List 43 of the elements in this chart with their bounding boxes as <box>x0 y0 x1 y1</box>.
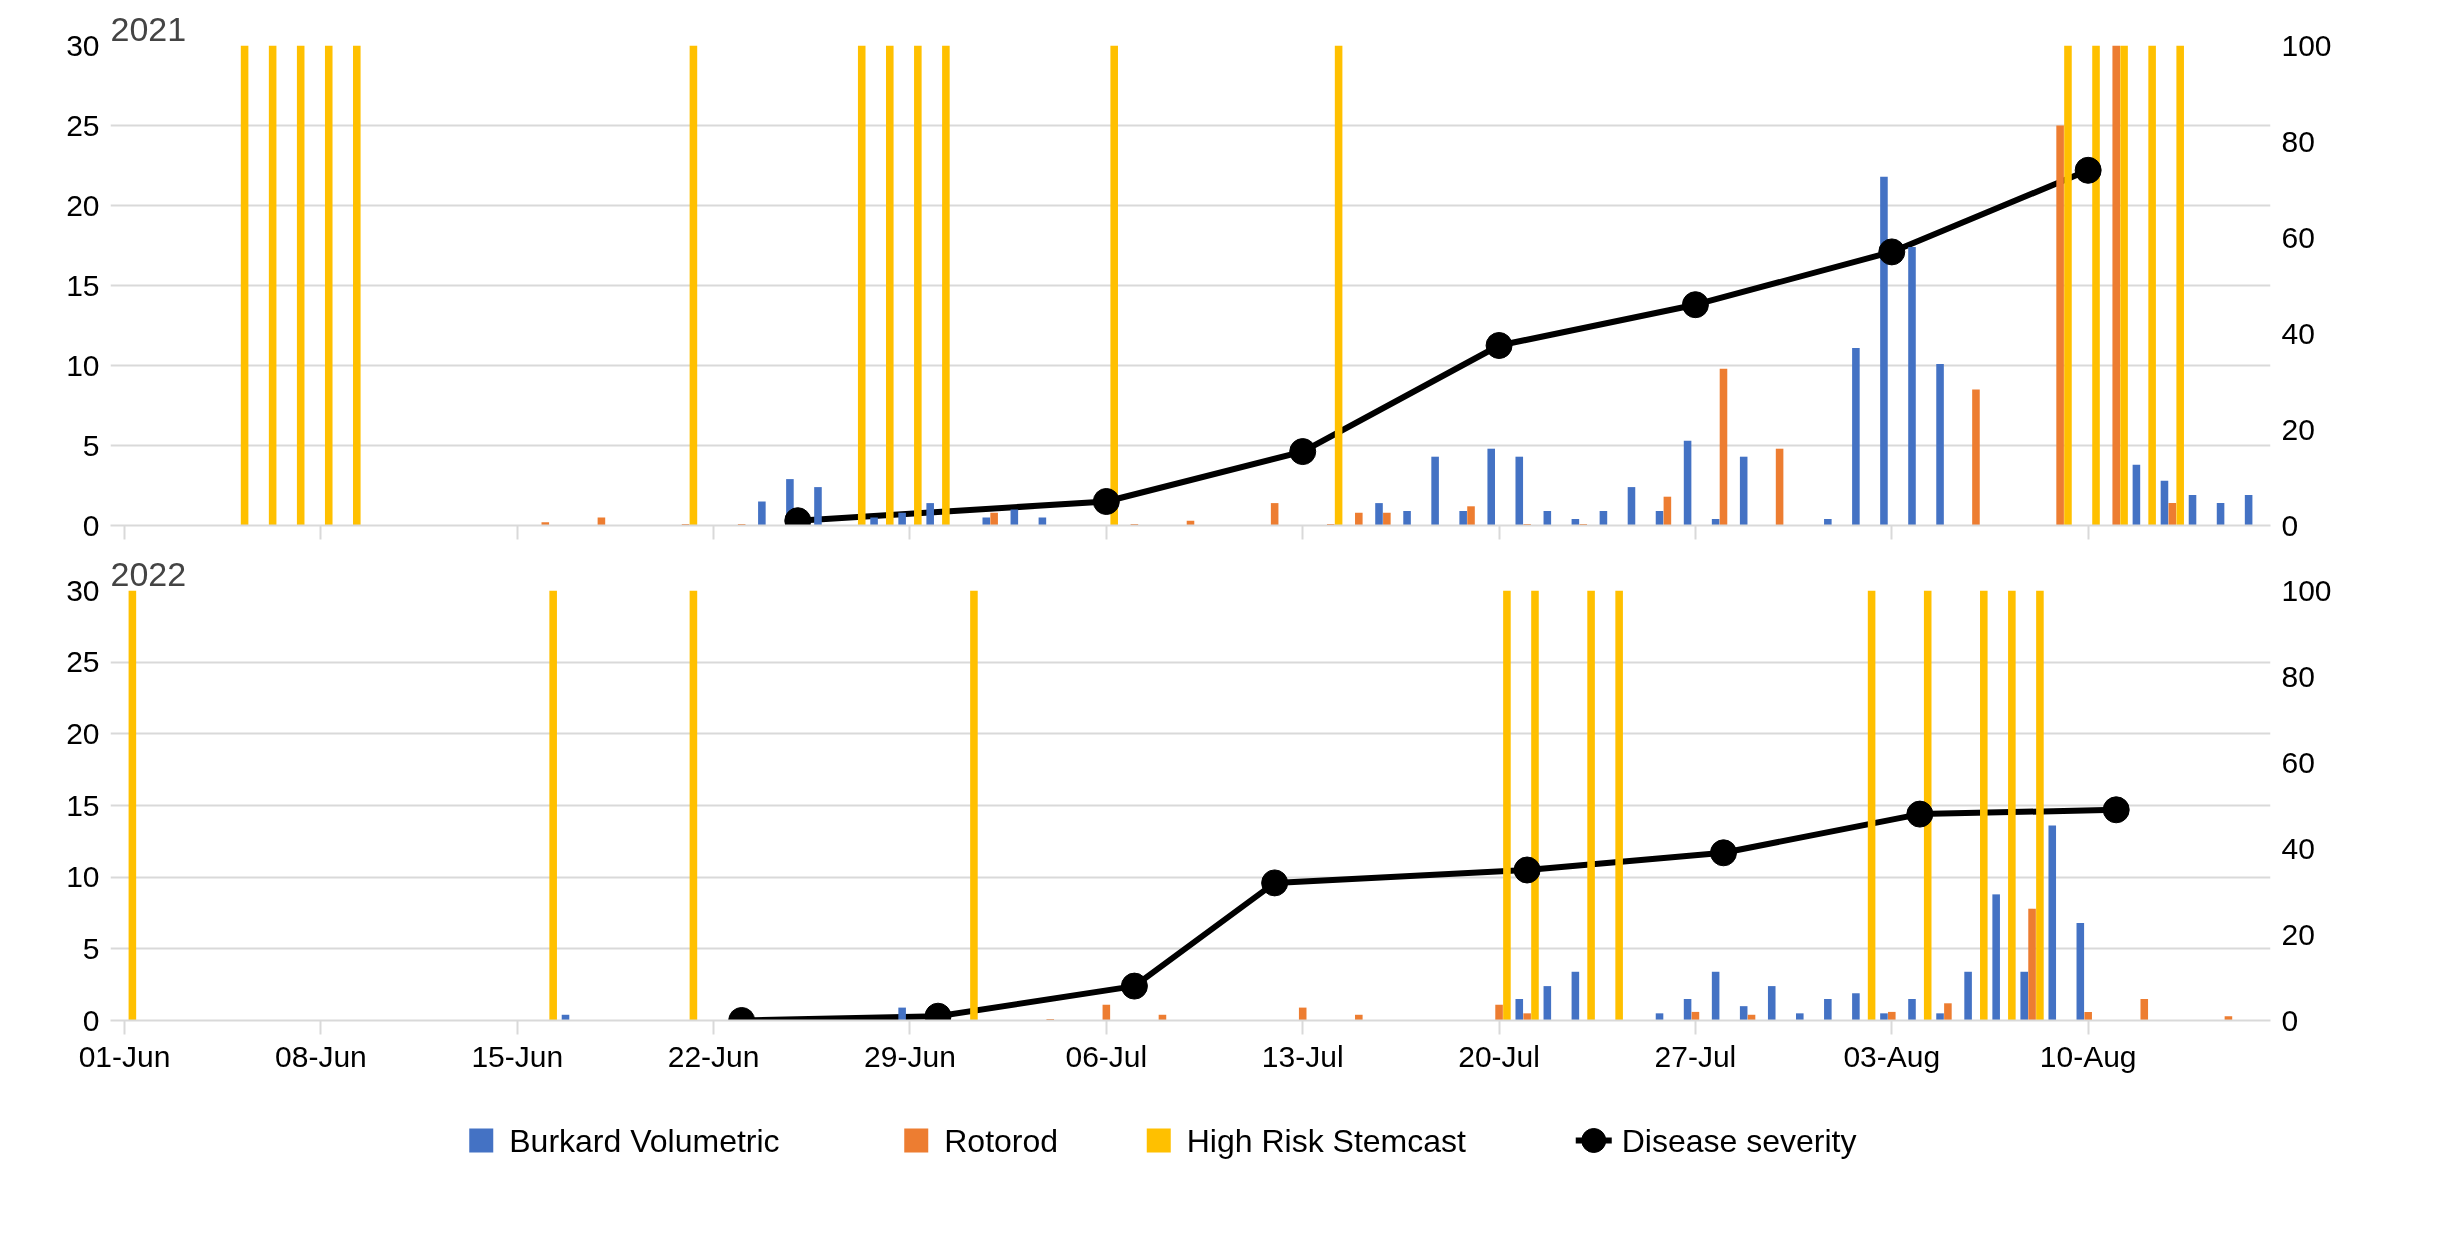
y2-tick-label: 0 <box>2281 508 2299 542</box>
y-tick-label: 25 <box>66 108 100 142</box>
legend-label: Burkard Volumetric <box>509 1122 780 1159</box>
x-tick-label: 10-Aug <box>2039 1039 2137 1073</box>
x-tick-label: 29-Jun <box>864 1039 956 1073</box>
x-tick-label: 06-Jul <box>1065 1039 1148 1073</box>
y-tick-label: 5 <box>82 931 100 965</box>
x-tick-label: 01-Jun <box>78 1039 171 1073</box>
legend-label: High Risk Stemcast <box>1186 1122 1467 1159</box>
y-tick-label: 30 <box>66 573 100 607</box>
y2-tick-label: 40 <box>2281 831 2315 865</box>
x-tick-label: 22-Jun <box>667 1039 760 1073</box>
y2-tick-label: 40 <box>2281 316 2315 350</box>
legend-label: Rotorod <box>944 1122 1059 1159</box>
x-tick-label: 08-Jun <box>275 1039 367 1073</box>
chart-title: 2022 <box>110 554 187 593</box>
y2-tick-label: 100 <box>2281 28 2332 62</box>
y-tick-label: 20 <box>66 716 100 750</box>
y-tick-label: 5 <box>82 428 100 462</box>
y2-tick-label: 60 <box>2281 745 2315 779</box>
y-tick-label: 10 <box>66 860 100 894</box>
y-tick-label: 25 <box>66 645 100 679</box>
legend-label: Disease severity <box>1621 1122 1857 1159</box>
y2-tick-label: 20 <box>2281 917 2315 951</box>
x-tick-label: 03-Aug <box>1843 1039 1941 1073</box>
y-tick-label: 10 <box>66 348 100 382</box>
chart-title: 2021 <box>110 9 187 48</box>
y-tick-label: 15 <box>66 268 100 302</box>
y2-tick-label: 80 <box>2281 659 2315 693</box>
y2-tick-label: 20 <box>2281 412 2315 446</box>
x-tick-label: 20-Jul <box>1458 1039 1540 1073</box>
y-tick-label: 0 <box>82 508 100 542</box>
y-tick-label: 30 <box>66 28 100 62</box>
y2-tick-label: 60 <box>2281 220 2315 254</box>
y2-tick-label: 80 <box>2281 124 2315 158</box>
y-tick-label: 15 <box>66 788 100 822</box>
x-tick-label: 13-Jul <box>1261 1039 1344 1073</box>
y2-tick-label: 100 <box>2281 573 2332 607</box>
x-tick-label: 15-Jun <box>471 1039 564 1073</box>
x-tick-label: 27-Jul <box>1654 1039 1737 1073</box>
y-tick-label: 20 <box>66 188 100 222</box>
y2-tick-label: 0 <box>2281 1003 2299 1037</box>
y-tick-label: 0 <box>82 1003 100 1037</box>
